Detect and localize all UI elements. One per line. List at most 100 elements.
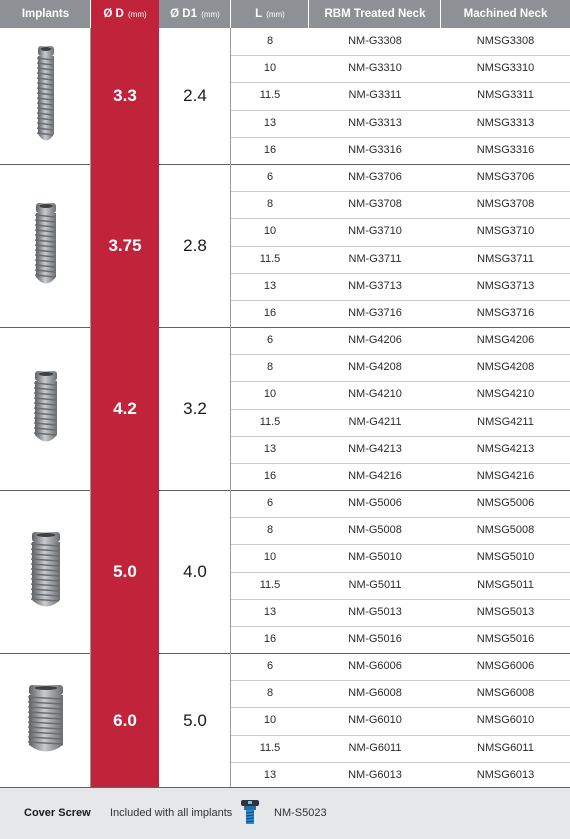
diameter-value: 3.3	[91, 28, 159, 164]
cover-screw-icon	[239, 798, 261, 833]
cover-screw-footer: Cover Screw Included with all implants N…	[0, 787, 570, 839]
table-row: 11.5 NM-G3711 NMSG3711	[231, 246, 570, 273]
length-cell: 11.5	[259, 416, 281, 428]
length-cell: 6	[266, 497, 274, 509]
machined-code-cell: NMSG4213	[476, 443, 535, 455]
machined-code-cell: NMSG6010	[476, 714, 535, 726]
table-row: 8 NM-G3708 NMSG3708	[231, 191, 570, 218]
column-divider	[230, 28, 231, 164]
row-divider	[231, 762, 570, 763]
implant-group: 6.0 5.0 6 NM-G6006 NMSG6006 8 NM-G6008 NMSG6008…	[0, 653, 570, 789]
row-divider	[231, 409, 570, 410]
length-cell: 8	[266, 524, 274, 536]
table-row: 6 NM-G4206 NMSG4206	[231, 327, 570, 354]
row-divider	[231, 246, 570, 247]
implant-icon	[36, 46, 54, 141]
implant-icon	[33, 370, 57, 441]
table-row: 11.5 NM-G3311 NMSG3311	[231, 82, 570, 109]
column-divider	[90, 28, 91, 164]
header-divider	[230, 0, 231, 28]
row-divider	[231, 544, 570, 545]
length-cell: 11.5	[259, 253, 281, 265]
machined-code-cell: NMSG3316	[476, 144, 535, 156]
rbm-code-cell: NM-G5010	[348, 551, 402, 563]
table-row: 11.5 NM-G5011 NMSG5011	[231, 572, 570, 599]
rbm-code-cell: NM-G6013	[348, 769, 402, 781]
row-divider	[231, 599, 570, 600]
table-row: 13 NM-G3713 NMSG3713	[231, 273, 570, 300]
length-cell: 8	[266, 198, 274, 210]
implant-image	[0, 327, 91, 490]
length-cell: 11.5	[259, 89, 281, 101]
row-divider	[231, 626, 570, 627]
implant-icon	[27, 685, 63, 752]
rbm-code-cell: NM-G3716	[348, 307, 402, 319]
machined-code-cell: NMSG6006	[476, 660, 535, 672]
rbm-code-cell: NM-G3708	[348, 198, 402, 210]
rbm-code-cell: NM-G3710	[348, 225, 402, 237]
row-divider	[231, 300, 570, 301]
row-divider	[231, 735, 570, 736]
machined-code-cell: NMSG3706	[476, 171, 535, 183]
diameter-value: 4.2	[91, 327, 159, 490]
machined-code-cell: NMSG5011	[477, 579, 534, 591]
implant-group: 3.3 2.4 8 NM-G3308 NMSG3308 10 NM-G3310 NMSG331…	[0, 28, 570, 164]
row-divider	[231, 436, 570, 437]
row-divider	[231, 218, 570, 219]
row-divider	[231, 273, 570, 274]
table-row: 16 NM-G3716 NMSG3716	[231, 300, 570, 327]
row-divider	[231, 463, 570, 464]
implant-icon	[30, 531, 60, 606]
machined-code-cell: NMSG3310	[476, 62, 535, 74]
machined-code-cell: NMSG6013	[476, 769, 535, 781]
table-row: 6 NM-G5006 NMSG5006	[231, 490, 570, 517]
group-divider	[0, 164, 570, 165]
diameter1-value: 2.4	[183, 86, 207, 105]
table-row: 8 NM-G6008 NMSG6008	[231, 680, 570, 707]
length-cell: 16	[263, 470, 277, 482]
machined-code-cell: NMSG5013	[476, 606, 535, 618]
header-implants: Implants	[21, 8, 70, 20]
column-divider	[230, 327, 231, 490]
row-divider	[231, 191, 570, 192]
diameter-value: 6.0	[91, 653, 159, 789]
row-divider	[231, 354, 570, 355]
header-divider	[440, 0, 441, 28]
diameter1-value: 5.0	[183, 711, 207, 730]
implant-image	[0, 490, 91, 653]
length-cell: 10	[263, 388, 277, 400]
machined-code-cell: NMSG4208	[476, 361, 535, 373]
rbm-code-cell: NM-G3713	[348, 280, 402, 292]
implant-image	[0, 28, 91, 164]
implant-group: 5.0 4.0 6 NM-G5006 NMSG5006 8 NM-G5008 NMSG5008…	[0, 490, 570, 653]
rbm-code-cell: NM-G4206	[348, 334, 402, 346]
machined-code-cell: NMSG3716	[476, 307, 535, 319]
group-divider	[0, 327, 570, 328]
length-cell: 11.5	[259, 579, 281, 591]
length-cell: 13	[263, 769, 277, 781]
table-row: 10 NM-G6010 NMSG6010	[231, 707, 570, 734]
table-row: 16 NM-G5016 NMSG5016	[231, 626, 570, 653]
rbm-code-cell: NM-G4216	[348, 470, 402, 482]
length-cell: 10	[263, 225, 277, 237]
rbm-code-cell: NM-G6011	[348, 742, 402, 754]
table-row: 6 NM-G3706 NMSG3706	[231, 164, 570, 191]
table-row: 16 NM-G4216 NMSG4216	[231, 463, 570, 490]
length-cell: 6	[266, 171, 274, 183]
machined-code-cell: NMSG5016	[476, 633, 535, 645]
length-cell: 8	[266, 687, 274, 699]
column-divider	[230, 653, 231, 789]
table-row: 11.5 NM-G6011 NMSG6011	[231, 735, 570, 762]
table-row: 13 NM-G4213 NMSG4213	[231, 436, 570, 463]
machined-code-cell: NMSG4210	[476, 388, 535, 400]
machined-code-cell: NMSG4216	[476, 470, 535, 482]
length-cell: 6	[266, 660, 274, 672]
rbm-code-cell: NM-G3310	[348, 62, 402, 74]
machined-code-cell: NMSG4206	[476, 334, 535, 346]
machined-code-cell: NMSG3711	[477, 253, 534, 265]
rbm-code-cell: NM-G3711	[348, 253, 402, 265]
length-cell: 8	[266, 35, 274, 47]
table-row: 16 NM-G3316 NMSG3316	[231, 137, 570, 164]
implant-group: 3.75 2.8 6 NM-G3706 NMSG3706 8 NM-G3708 NMSG370…	[0, 164, 570, 327]
